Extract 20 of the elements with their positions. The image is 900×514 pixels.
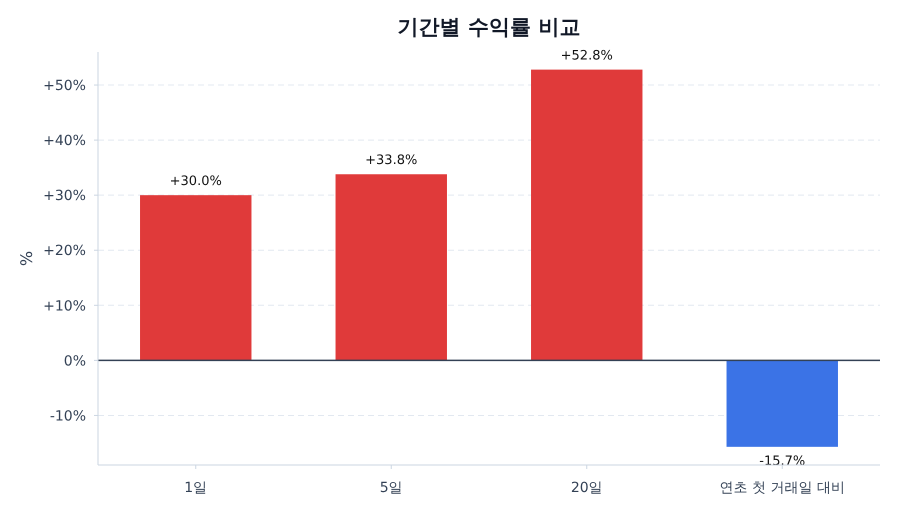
data-label: +30.0% [170, 174, 222, 190]
bar [726, 360, 838, 447]
y-tick-label: 0% [64, 353, 86, 370]
x-tick-label: 5일 [380, 480, 403, 496]
data-label: +52.8% [560, 48, 613, 64]
bar [336, 174, 447, 360]
y-tick-label: +10% [43, 298, 86, 314]
y-tick-label: +50% [43, 78, 86, 94]
y-axis-title: % [17, 250, 36, 266]
data-label: +33.8% [365, 153, 418, 168]
x-tick-label: 20일 [570, 480, 603, 496]
chart-title: 기간별 수익률 비교 [398, 15, 580, 39]
y-tick-label: +30% [43, 188, 86, 204]
bar [140, 195, 252, 360]
y-tick-label: +40% [43, 133, 86, 150]
y-tick-label: -10% [50, 408, 86, 424]
y-tick-label: +20% [43, 243, 86, 260]
bar [531, 70, 642, 360]
x-tick-label: 1일 [184, 480, 208, 496]
x-tick-label: 연초 첫 거래일 대비 [720, 480, 845, 496]
